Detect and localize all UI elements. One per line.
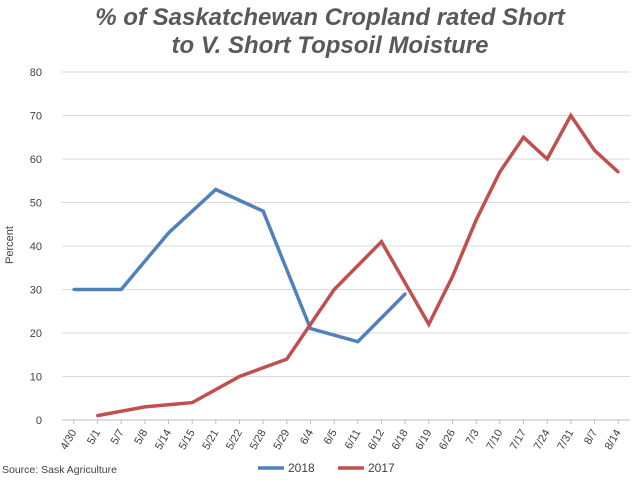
series-lines <box>72 112 620 418</box>
x-tick-label: 7/17 <box>508 428 529 453</box>
legend: 2018 2017 <box>258 461 395 475</box>
x-tick-label: 6/19 <box>413 428 434 453</box>
data-point-2017 <box>96 414 99 418</box>
x-tick-label: 5/7 <box>109 428 127 447</box>
data-point-2017 <box>143 405 147 409</box>
y-tick-label: 60 <box>30 154 42 166</box>
x-tick-label: 5/14 <box>153 428 174 453</box>
x-tick-label: 6/26 <box>437 428 458 453</box>
y-tick-label: 80 <box>30 67 42 79</box>
data-point-2017 <box>238 375 241 378</box>
data-point-2017 <box>332 288 336 291</box>
x-tick-label: 5/21 <box>200 428 221 453</box>
y-tick-label: 70 <box>30 111 42 123</box>
data-point-2017 <box>593 148 596 152</box>
data-point-2017 <box>569 114 573 117</box>
x-tick-label: 5/28 <box>248 428 269 453</box>
x-tick-label: 5/15 <box>177 428 198 453</box>
data-point-2018 <box>261 209 265 213</box>
chart-title-line-1: % of Saskatchewan Cropland rated Short <box>95 4 565 31</box>
y-tick-label: 30 <box>30 285 42 297</box>
chart-title: % of Saskatchewan Cropland rated Short t… <box>40 4 620 60</box>
data-point-2018 <box>167 231 170 235</box>
source-note: Source: Sask Agriculture <box>2 464 117 476</box>
x-tick-label: 7/31 <box>555 428 576 453</box>
legend-label-2017: 2017 <box>368 461 395 475</box>
chart-title-line-2: to V. Short Topsoil Moisture <box>171 32 489 59</box>
x-tick-label: 7/10 <box>484 428 505 453</box>
y-tick-label: 40 <box>30 241 42 253</box>
data-point-2017 <box>427 322 431 326</box>
data-point-2017 <box>285 357 289 361</box>
data-point-2018 <box>403 292 407 296</box>
data-point-2018 <box>214 187 218 191</box>
y-tick-label: 20 <box>30 328 42 340</box>
x-tick-label: 6/5 <box>322 428 340 447</box>
x-tick-label: 7/24 <box>532 428 553 453</box>
x-tick-label: 5/29 <box>271 428 292 453</box>
data-point-2018 <box>356 340 360 344</box>
series-line-2018 <box>73 187 407 344</box>
x-tick-label: 6/4 <box>298 428 316 447</box>
data-point-2018 <box>119 288 123 291</box>
x-tick-label: 7/3 <box>464 428 482 447</box>
y-axis-label: Percent <box>4 226 16 264</box>
data-point-2017 <box>545 157 549 161</box>
data-point-2017 <box>522 135 525 139</box>
y-tick-label: 50 <box>30 198 42 210</box>
x-tick-label: 6/18 <box>390 428 411 453</box>
legend-label-2018: 2018 <box>288 461 315 475</box>
x-tick-label: 5/1 <box>85 428 103 447</box>
data-point-2017 <box>380 240 383 244</box>
x-tick-label: 6/11 <box>343 428 364 452</box>
x-tick-label: 5/22 <box>224 428 245 453</box>
data-point-2018 <box>72 288 76 291</box>
y-tick-label: 0 <box>36 415 42 427</box>
data-point-2017 <box>498 170 502 174</box>
series-line-2017 <box>97 112 620 418</box>
x-tick-label: 6/12 <box>366 428 387 453</box>
y-tick-label: 10 <box>30 372 42 384</box>
gridlines <box>62 71 630 377</box>
data-point-2017 <box>474 218 478 222</box>
x-tick-label: 8/7 <box>582 428 600 447</box>
data-point-2017 <box>190 401 194 405</box>
x-tick-label: 5/8 <box>132 428 150 447</box>
x-tick-label: 8/14 <box>603 428 624 453</box>
x-tick-label: 4/30 <box>58 428 79 453</box>
data-point-2017 <box>616 170 620 174</box>
data-point-2017 <box>451 274 454 278</box>
